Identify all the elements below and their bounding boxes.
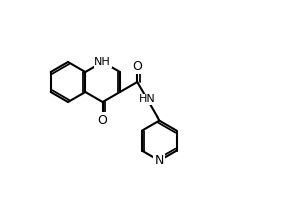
Text: O: O: [98, 114, 108, 127]
Text: HN: HN: [139, 94, 156, 104]
Text: N: N: [154, 154, 164, 167]
Text: O: O: [132, 60, 142, 72]
Text: NH: NH: [94, 57, 111, 67]
